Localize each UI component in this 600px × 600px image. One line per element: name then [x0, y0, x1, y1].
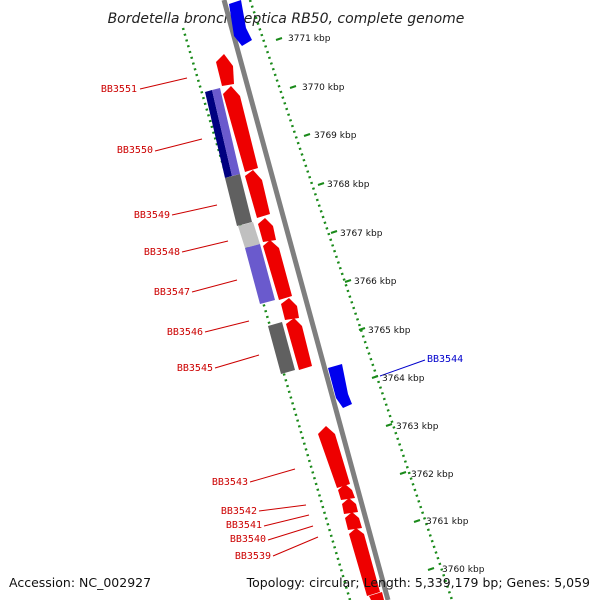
tick-label-3768: 3768 kbp	[327, 180, 370, 190]
gene-label-bb3548: BB3548	[144, 247, 180, 258]
genome-summary-text: Topology: circular; Length: 5,339,179 bp…	[246, 575, 590, 590]
leader-bb3544	[379, 359, 426, 377]
tick-mark-3765	[358, 327, 366, 331]
gene-arrow-bb3545	[286, 318, 312, 370]
tick-label-3761: 3761 kbp	[426, 517, 469, 527]
leader-bb3550	[154, 138, 203, 152]
tick-mark-3764	[371, 375, 379, 379]
map-title: Bordetella bronchiseptica RB50, complete…	[108, 11, 465, 27]
gene-arrow-top-blue	[229, 0, 252, 46]
tick-mark-3767	[330, 230, 338, 234]
gene-label-bb3546: BB3546	[167, 327, 203, 338]
tick-mark-3769	[303, 133, 311, 137]
accession-text: Accession: NC_002927	[9, 575, 151, 590]
leader-bb3541	[263, 514, 310, 527]
gene-label-bb3543: BB3543	[212, 477, 248, 488]
gene-arrow-bb3548	[258, 218, 276, 242]
tick-mark-3770	[289, 85, 297, 89]
tick-mark-3762	[399, 471, 407, 475]
gene-label-bb3547: BB3547	[154, 287, 190, 298]
leader-bb3545	[214, 354, 260, 369]
gene-bar-bb3550-navy	[205, 90, 232, 178]
gene-arrow-bb3550	[223, 86, 258, 172]
gene-bar-bb3550-slate	[212, 88, 240, 176]
leader-bb3543	[249, 468, 296, 483]
gene-label-bb3549: BB3549	[134, 210, 170, 221]
gene-label-bb3540: BB3540	[230, 534, 266, 545]
tick-mark-3761	[413, 519, 421, 523]
gene-label-bb3551: BB3551	[101, 84, 137, 95]
left-dotted-track	[181, 27, 352, 600]
tick-mark-3766	[344, 279, 352, 283]
leader-bb3547	[191, 279, 238, 293]
gene-bar-bb3549	[225, 174, 252, 226]
tick-label-3764: 3764 kbp	[382, 374, 425, 384]
leader-bb3539	[272, 536, 319, 557]
gene-label-bb3550: BB3550	[117, 145, 153, 156]
gene-label-bb3542: BB3542	[221, 506, 257, 517]
gene-arrow-bb3549	[245, 170, 270, 218]
tick-label-3766: 3766 kbp	[354, 277, 397, 287]
gene-arrow-bb3543	[318, 426, 350, 488]
genome-backbone	[221, 0, 391, 600]
tick-mark-3760	[427, 567, 435, 571]
gene-arrow-bb3547	[263, 240, 292, 300]
leader-bb3546	[204, 320, 250, 333]
tick-label-3763: 3763 kbp	[396, 422, 439, 432]
leader-bb3549	[171, 204, 218, 216]
tick-label-3771: 3771 kbp	[288, 34, 331, 44]
gene-arrow-partial-bottom	[369, 592, 384, 600]
tick-label-3770: 3770 kbp	[302, 83, 345, 93]
gene-label-bb3544: BB3544	[427, 354, 463, 365]
leader-bb3551	[139, 77, 188, 90]
leader-bb3542	[258, 504, 307, 512]
gene-bar-bb3545	[268, 322, 295, 374]
gene-arrow-bb3544	[328, 364, 352, 408]
gene-arrow-bb3551	[216, 54, 234, 86]
gene-arrow-bb3541	[342, 498, 358, 514]
gene-label-bb3545: BB3545	[177, 363, 213, 374]
gene-bar-bb3548	[238, 222, 260, 248]
gene-arrow-bb3542	[338, 484, 355, 500]
gene-arrow-bb3540	[345, 512, 362, 530]
gene-bar-bb3547	[245, 244, 275, 304]
gene-label-bb3541: BB3541	[226, 520, 262, 531]
kbp-ruler: 3771 kbp 3770 kbp 3769 kbp 3768 kbp 3767…	[275, 34, 485, 575]
leader-bb3540	[267, 525, 314, 541]
tick-label-3762: 3762 kbp	[411, 470, 454, 480]
tick-label-3765: 3765 kbp	[368, 326, 411, 336]
gene-label-bb3539: BB3539	[235, 551, 271, 562]
tick-label-3769: 3769 kbp	[314, 131, 357, 141]
gene-arrow-bb3546	[281, 298, 299, 320]
gene-arrow-bb3539	[349, 528, 380, 596]
tick-label-3760: 3760 kbp	[442, 565, 485, 575]
tick-mark-3768	[317, 182, 325, 186]
tick-mark-3771	[275, 37, 283, 41]
tick-mark-3763	[385, 423, 393, 427]
leader-bb3548	[181, 240, 229, 253]
tick-label-3767: 3767 kbp	[340, 229, 383, 239]
